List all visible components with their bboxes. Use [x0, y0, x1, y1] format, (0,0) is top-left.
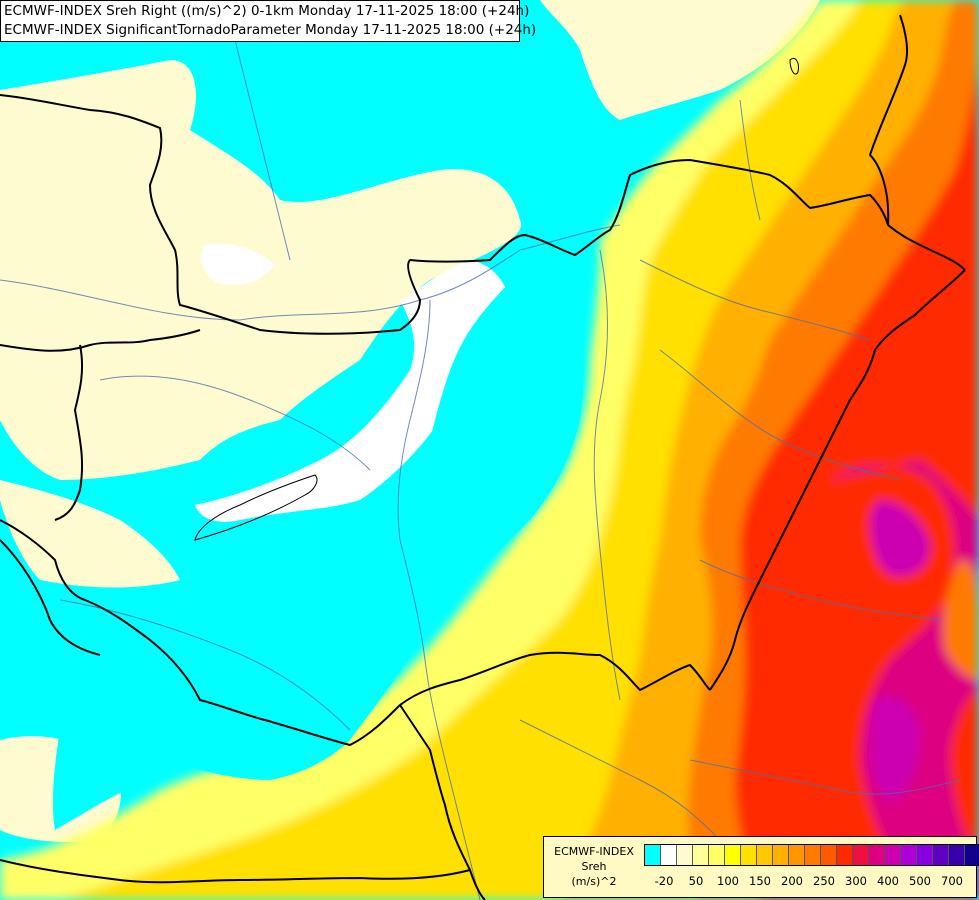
border [0, 859, 471, 884]
river [229, 19, 291, 261]
map-title-line2: ECMWF-INDEX SignificantTornadoParameter … [4, 22, 537, 38]
legend-swatch [853, 845, 869, 865]
legend-swatch [645, 845, 661, 865]
river [699, 559, 941, 621]
border [0, 539, 101, 656]
legend-title-line1: ECMWF-INDEX [554, 845, 634, 858]
legend-tick-label: 700 [941, 874, 963, 888]
legend-swatch [757, 845, 773, 865]
river [519, 719, 721, 841]
legend-swatch [805, 845, 821, 865]
legend-swatch [885, 845, 901, 865]
lake-balaton [194, 474, 318, 541]
border [54, 344, 84, 521]
country-borders [0, 14, 966, 900]
legend-title-line3: (m/s)^2 [571, 875, 617, 888]
river [659, 349, 901, 481]
legend-swatch [661, 845, 677, 865]
border [0, 329, 201, 352]
river [0, 224, 621, 321]
river [593, 249, 621, 701]
color-legend: ECMWF-INDEX Sreh (m/s)^2 -20 50 100 150 200 2… [543, 836, 979, 898]
legend-swatch [677, 845, 693, 865]
river [689, 759, 961, 795]
legend-title-line2: Sreh [581, 860, 607, 873]
legend-tick-label: 50 [688, 874, 704, 888]
sreh-band-pale-mid [0, 480, 180, 588]
legend-tick-label: 100 [717, 874, 739, 888]
sreh-band-500 [870, 500, 930, 577]
legend-swatch [821, 845, 837, 865]
legend-tick-label: 500 [909, 874, 931, 888]
legend-swatch [917, 845, 933, 865]
river [397, 299, 481, 900]
border [0, 519, 711, 746]
legend-title: ECMWF-INDEX Sreh (m/s)^2 [548, 844, 640, 889]
sreh-band-500-south [870, 696, 921, 800]
legend-swatch [901, 845, 917, 865]
rivers [0, 19, 961, 900]
river [739, 99, 761, 221]
map-title-line1: ECMWF-INDEX Sreh Right ((m/s)^2) 0-1km M… [4, 3, 530, 19]
legend-swatch [741, 845, 757, 865]
legend-swatch [837, 845, 853, 865]
legend-swatches [644, 844, 979, 866]
border [709, 269, 966, 691]
legend-swatch [949, 845, 965, 865]
legend-tick-label: 300 [845, 874, 867, 888]
legend-tick-label: 250 [813, 874, 835, 888]
river [639, 259, 871, 341]
lake [201, 243, 275, 285]
sreh-band-400 [830, 460, 979, 900]
legend-swatch [965, 845, 979, 865]
legend-ticks: -20 50 100 150 200 250 300 400 500 700 [644, 874, 979, 890]
legend-swatch [933, 845, 949, 865]
sreh-band-below-20-south [52, 250, 584, 830]
sreh-band-pale-north [540, 0, 820, 120]
legend-tick-label: 200 [781, 874, 803, 888]
river [59, 599, 351, 731]
legend-swatch [709, 845, 725, 865]
legend-tick-label: -20 [654, 874, 674, 888]
legend-swatch [725, 845, 741, 865]
sreh-band-250-east [943, 560, 979, 680]
border [399, 704, 486, 900]
sreh-band-white-nw [195, 260, 511, 522]
lake-small [789, 57, 799, 75]
border [0, 94, 966, 335]
border [869, 14, 909, 226]
legend-tick-label: 400 [877, 874, 899, 888]
legend-swatch [773, 845, 789, 865]
river [99, 375, 371, 471]
legend-swatch [693, 845, 709, 865]
map-title-box: ECMWF-INDEX Sreh Right ((m/s)^2) 0-1km M… [0, 0, 537, 42]
legend-tick-label: 150 [749, 874, 771, 888]
legend-swatch [789, 845, 805, 865]
legend-swatch [869, 845, 885, 865]
